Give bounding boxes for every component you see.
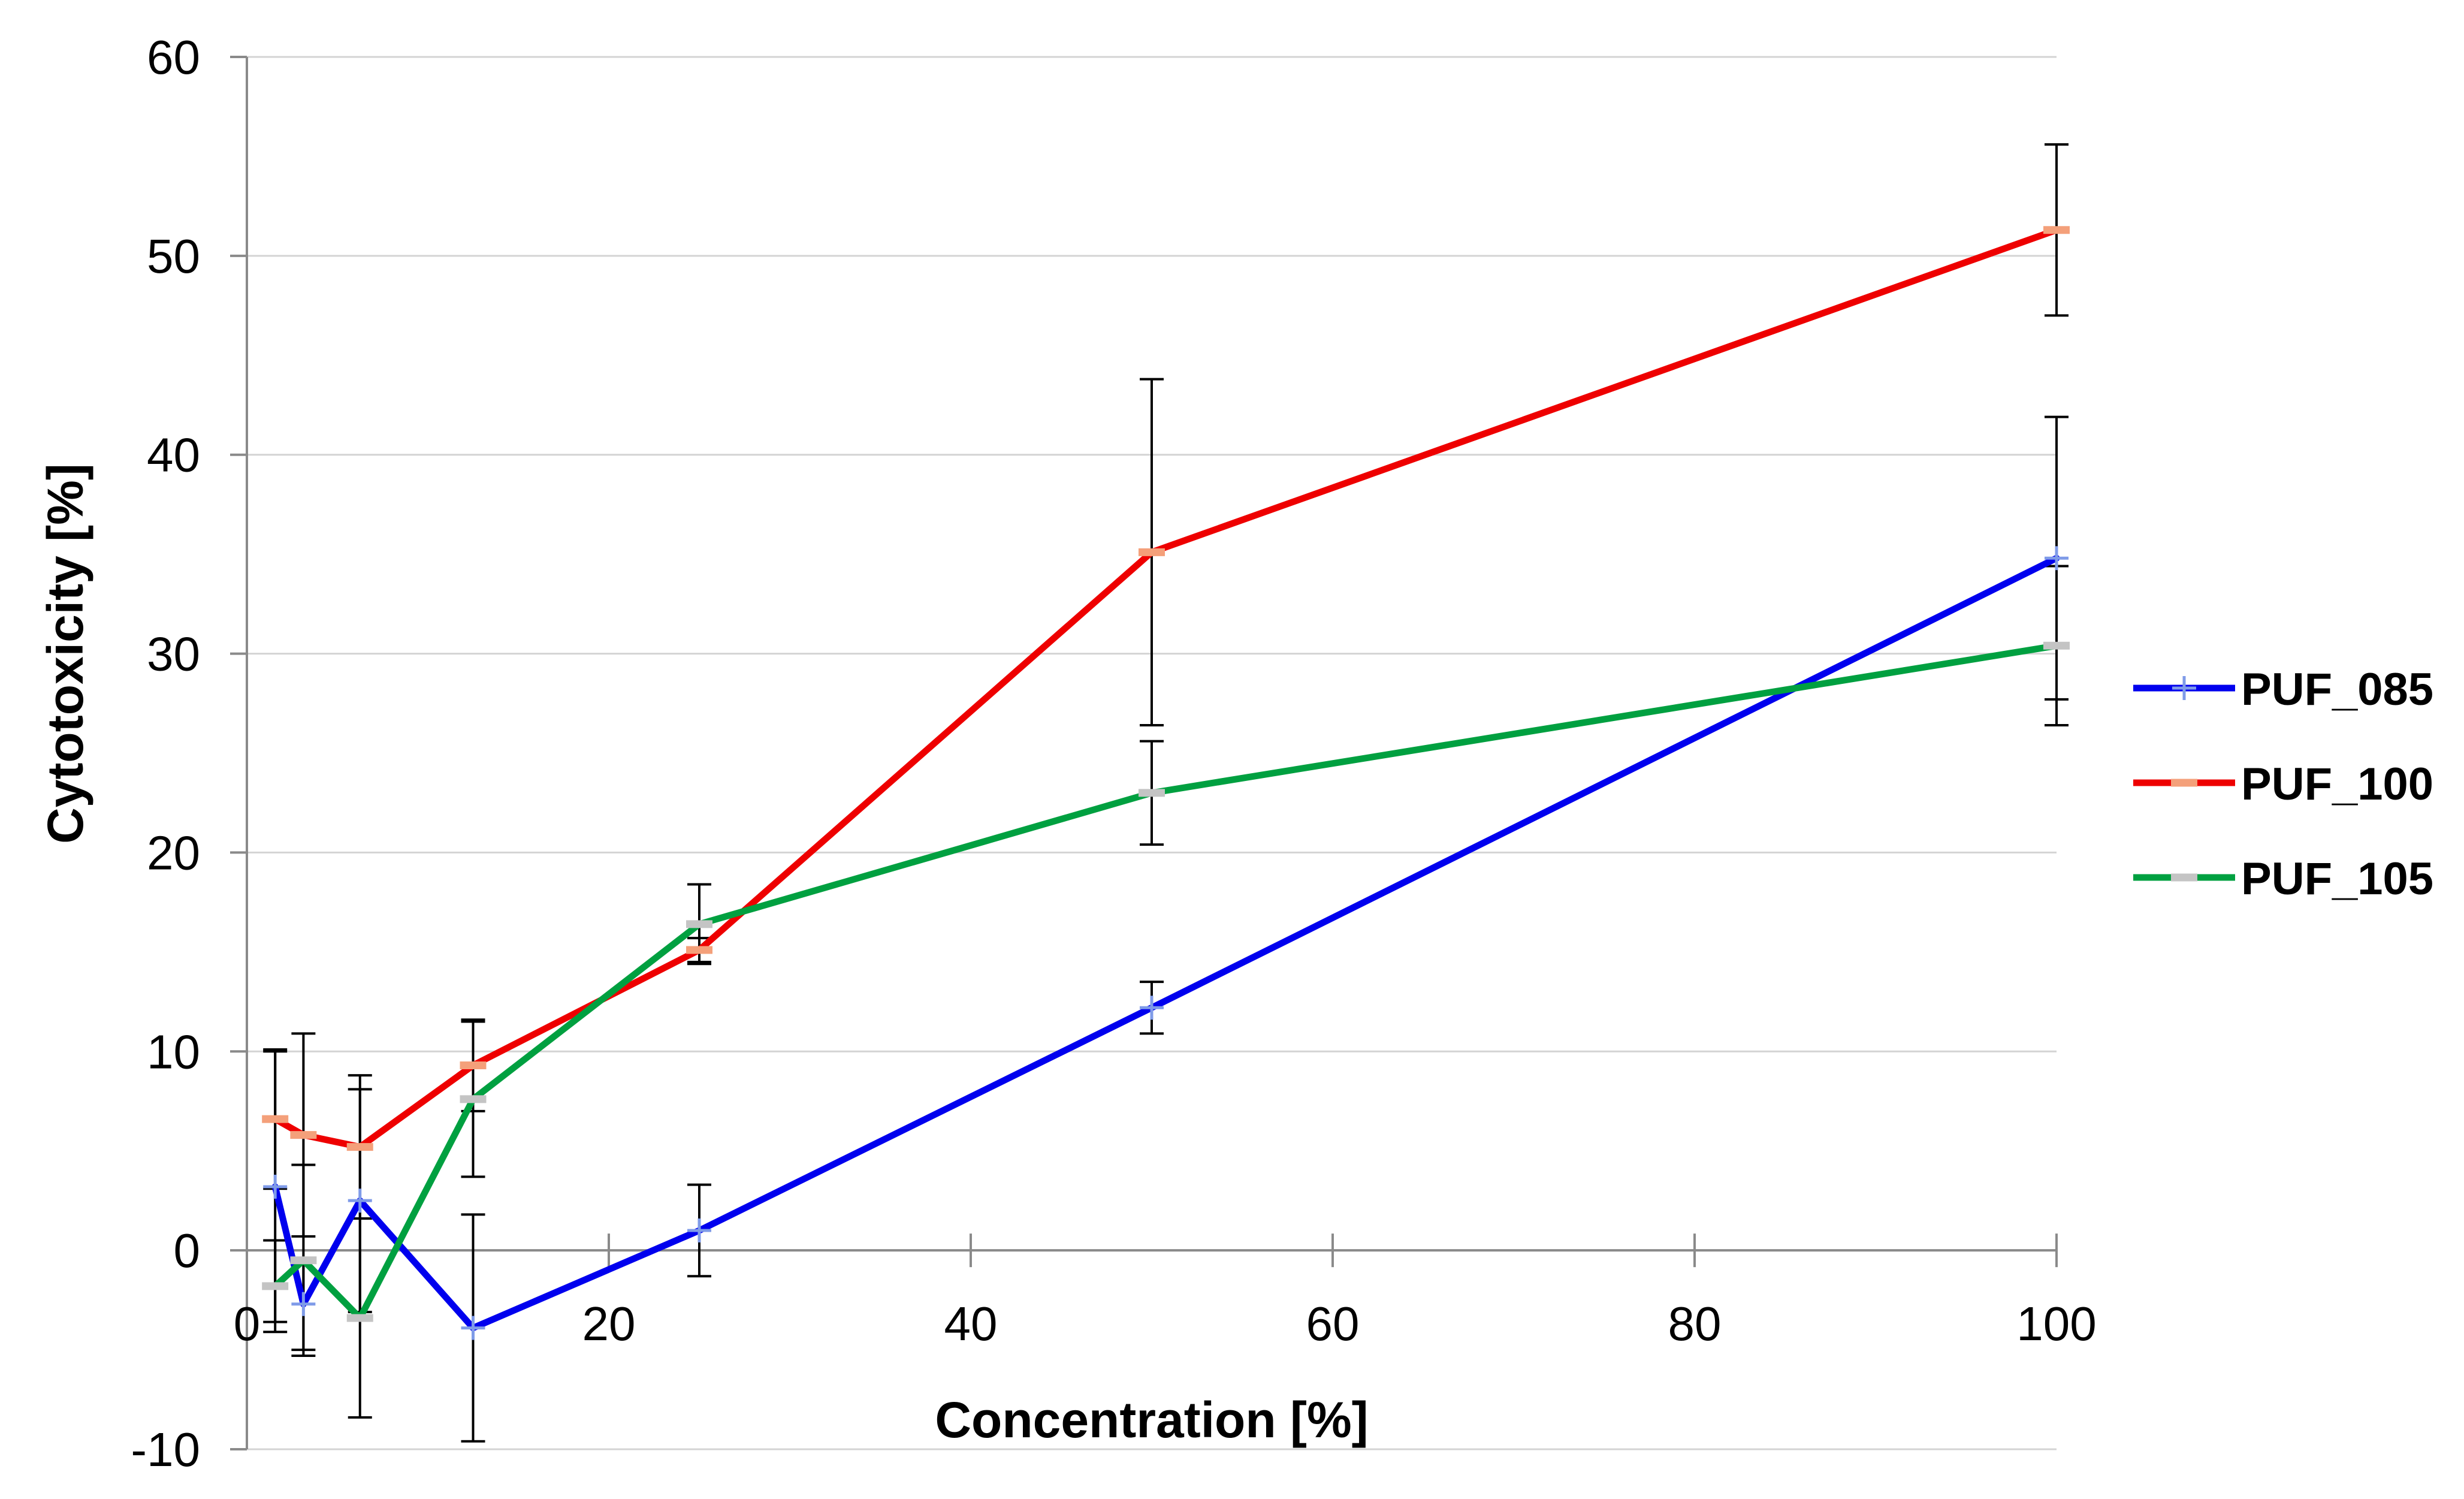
y-tick-label: 20 <box>147 826 200 879</box>
y-tick-label: 10 <box>147 1025 200 1078</box>
y-tick-label: 30 <box>147 628 200 681</box>
y-axis-title: Cytotoxicity [%] <box>37 463 93 844</box>
series-line-puf_085 <box>271 554 2060 1332</box>
y-tick-label: 50 <box>147 230 200 283</box>
series <box>262 143 2070 1443</box>
x-tick-label: 100 <box>2016 1297 2096 1350</box>
x-tick-label: 40 <box>944 1297 998 1350</box>
legend-label-puf_105: PUF_105 <box>2241 853 2433 904</box>
y-tick-label: 0 <box>174 1224 201 1277</box>
legend: PUF_085 PUF_100 PUF_105 <box>2133 664 2433 904</box>
series-line-puf_105 <box>271 642 2060 1322</box>
x-axis-title: Concentration [%] <box>935 1392 1368 1448</box>
legend-label-puf_100: PUF_100 <box>2241 759 2433 810</box>
y-tick-label: 60 <box>147 31 200 84</box>
legend-label-puf_085: PUF_085 <box>2241 664 2433 715</box>
y-tick-label: -10 <box>131 1423 200 1476</box>
x-tick-label: 0 <box>234 1297 261 1350</box>
labels: -10 0 10 20 30 40 50 60 0 20 40 60 80 100 Concentratio… <box>37 31 2097 1476</box>
x-tick-label: 80 <box>1668 1297 1722 1350</box>
x-tick-label: 20 <box>582 1297 636 1350</box>
axes <box>230 56 2058 1450</box>
x-tick-label: 60 <box>1306 1297 1360 1350</box>
y-tick-label: 40 <box>147 429 200 482</box>
